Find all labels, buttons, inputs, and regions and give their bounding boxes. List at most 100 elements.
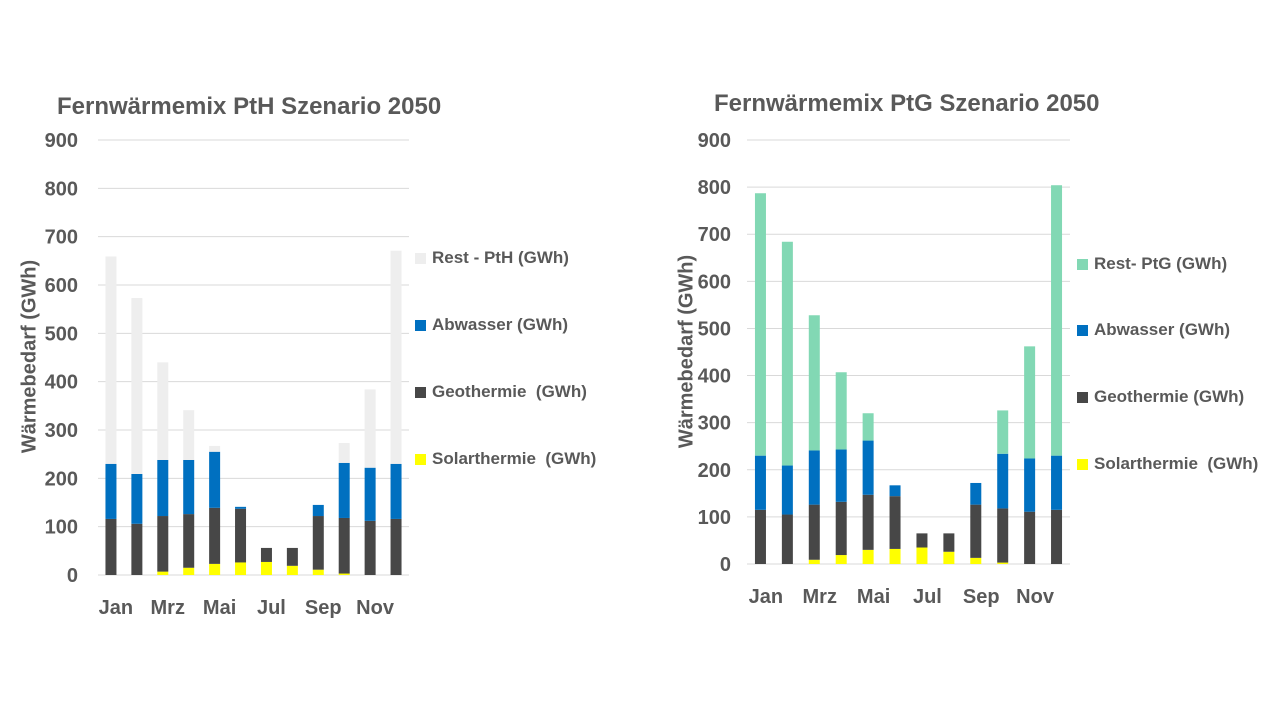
- legend-swatch: [1077, 258, 1088, 270]
- bar-segment: [1051, 455, 1063, 510]
- bar-segment: [131, 473, 143, 524]
- bar-segment: [862, 413, 874, 441]
- x-tick-label: Nov: [1016, 586, 1055, 608]
- bar-segment: [997, 508, 1009, 563]
- bar-segment: [209, 445, 221, 452]
- legend-swatch: [1077, 458, 1088, 470]
- y-tick-label: 100: [698, 507, 731, 529]
- bar-segment: [105, 518, 117, 575]
- bar-segment: [889, 485, 901, 497]
- x-tick-label: Jan: [99, 597, 133, 619]
- x-tick-label: Nov: [356, 597, 395, 619]
- bar-segment: [312, 569, 324, 575]
- bar-segment: [808, 450, 820, 505]
- y-tick-label: 0: [67, 565, 78, 587]
- bar-segment: [131, 523, 143, 575]
- bar-segment: [131, 298, 143, 474]
- bar-segment: [1051, 185, 1063, 456]
- bar-segment: [916, 547, 928, 564]
- bar-segment: [1024, 511, 1036, 564]
- bar-segment: [209, 563, 221, 575]
- bar-segment: [808, 504, 820, 560]
- bar-segment: [183, 514, 195, 568]
- bar-segment: [754, 193, 766, 456]
- legend-item: Solarthermie (GWh): [1077, 454, 1258, 474]
- legend-swatch: [415, 453, 426, 465]
- legend-label: Rest- PtG (GWh): [1094, 254, 1228, 273]
- legend-label: Solarthermie (GWh): [1094, 454, 1259, 473]
- legend-swatch: [415, 386, 426, 398]
- legend-item: Geothermie (GWh): [415, 382, 587, 402]
- legend-label: Geothermie (GWh): [1094, 387, 1245, 406]
- y-tick-label: 400: [45, 372, 78, 394]
- legend-swatch: [415, 252, 426, 264]
- bar-segment: [943, 551, 955, 564]
- y-tick-label: 900: [45, 130, 78, 152]
- bar-segment: [105, 256, 117, 464]
- x-tick-label: Mai: [857, 586, 890, 608]
- bar-segment: [105, 463, 117, 519]
- bar-segment: [157, 459, 169, 517]
- bar-segment: [970, 482, 982, 505]
- bar-segment: [260, 547, 272, 562]
- bar-segment: [862, 440, 874, 495]
- bar-segment: [1051, 509, 1063, 564]
- bar-segment: [312, 504, 324, 517]
- bar-segment: [889, 496, 901, 549]
- legend-item: Rest - PtH (GWh): [415, 248, 569, 268]
- bar-segment: [235, 506, 247, 509]
- legend-label: Rest - PtH (GWh): [432, 248, 569, 267]
- x-tick-label: Mrz: [151, 597, 185, 619]
- chart-title: Fernwärmemix PtG Szenario 2050: [714, 90, 1100, 117]
- bar-segment: [835, 501, 847, 556]
- x-tick-label: Mrz: [803, 586, 837, 608]
- bar-segment: [754, 455, 766, 510]
- bar-segment: [1024, 346, 1036, 459]
- bar-segment: [312, 516, 324, 570]
- bar-segment: [338, 443, 350, 463]
- bar-segment: [997, 562, 1009, 564]
- legend-swatch: [1077, 391, 1088, 403]
- legend-label: Abwasser (GWh): [432, 315, 569, 334]
- bar-segment: [390, 463, 402, 519]
- bar-segment: [970, 557, 982, 564]
- bar-segment: [157, 516, 169, 572]
- bar-segment: [997, 410, 1009, 454]
- bar-segment: [390, 518, 402, 575]
- bar-segment: [997, 453, 1009, 509]
- bar-segment: [754, 509, 766, 564]
- chart-ptg: Fernwärmemix PtG Szenario 2050 Wärmebeda…: [640, 0, 1280, 720]
- bar-segment: [209, 507, 221, 564]
- bar-segment: [781, 514, 793, 564]
- bar-segment: [183, 410, 195, 460]
- bar-segment: [338, 462, 350, 518]
- bar-segment: [235, 508, 247, 563]
- y-tick-label: 400: [698, 366, 731, 388]
- bar-segment: [364, 467, 376, 521]
- bar-segment: [286, 565, 298, 575]
- bar-segment: [390, 250, 402, 464]
- bar-segment: [338, 517, 350, 574]
- chart-pth: Fernwärmemix PtH Szenario 2050 Wärmebeda…: [19, 93, 597, 619]
- y-tick-label: 900: [698, 130, 731, 152]
- bar-segment: [183, 567, 195, 575]
- bar-segment: [835, 555, 847, 564]
- legend-swatch: [1077, 324, 1088, 336]
- y-tick-label: 800: [698, 177, 731, 199]
- x-tick-label: Sep: [963, 586, 1000, 608]
- bar-segment: [970, 504, 982, 558]
- x-tick-label: Jul: [913, 586, 942, 608]
- bar-segment: [835, 372, 847, 450]
- plot-area: 0 100 200 300 400 500 600 700 800 900 Jan Mrz Mai Jul…: [698, 130, 1070, 608]
- y-tick-label: 700: [45, 227, 78, 249]
- x-tick-label: Jul: [257, 597, 286, 619]
- bar-segment: [157, 362, 169, 460]
- bar-segment: [862, 549, 874, 564]
- x-tick-label: Mai: [203, 597, 236, 619]
- y-tick-label: 200: [45, 468, 78, 490]
- legend-label: Abwasser (GWh): [1094, 320, 1231, 339]
- legend-item: Geothermie (GWh): [1077, 387, 1244, 407]
- y-tick-label: 500: [698, 318, 731, 340]
- y-tick-label: 700: [698, 224, 731, 246]
- plot-area: 0 100 200 300 400 500 600 700 800 900 Jan Mrz Mai Jul…: [45, 130, 409, 619]
